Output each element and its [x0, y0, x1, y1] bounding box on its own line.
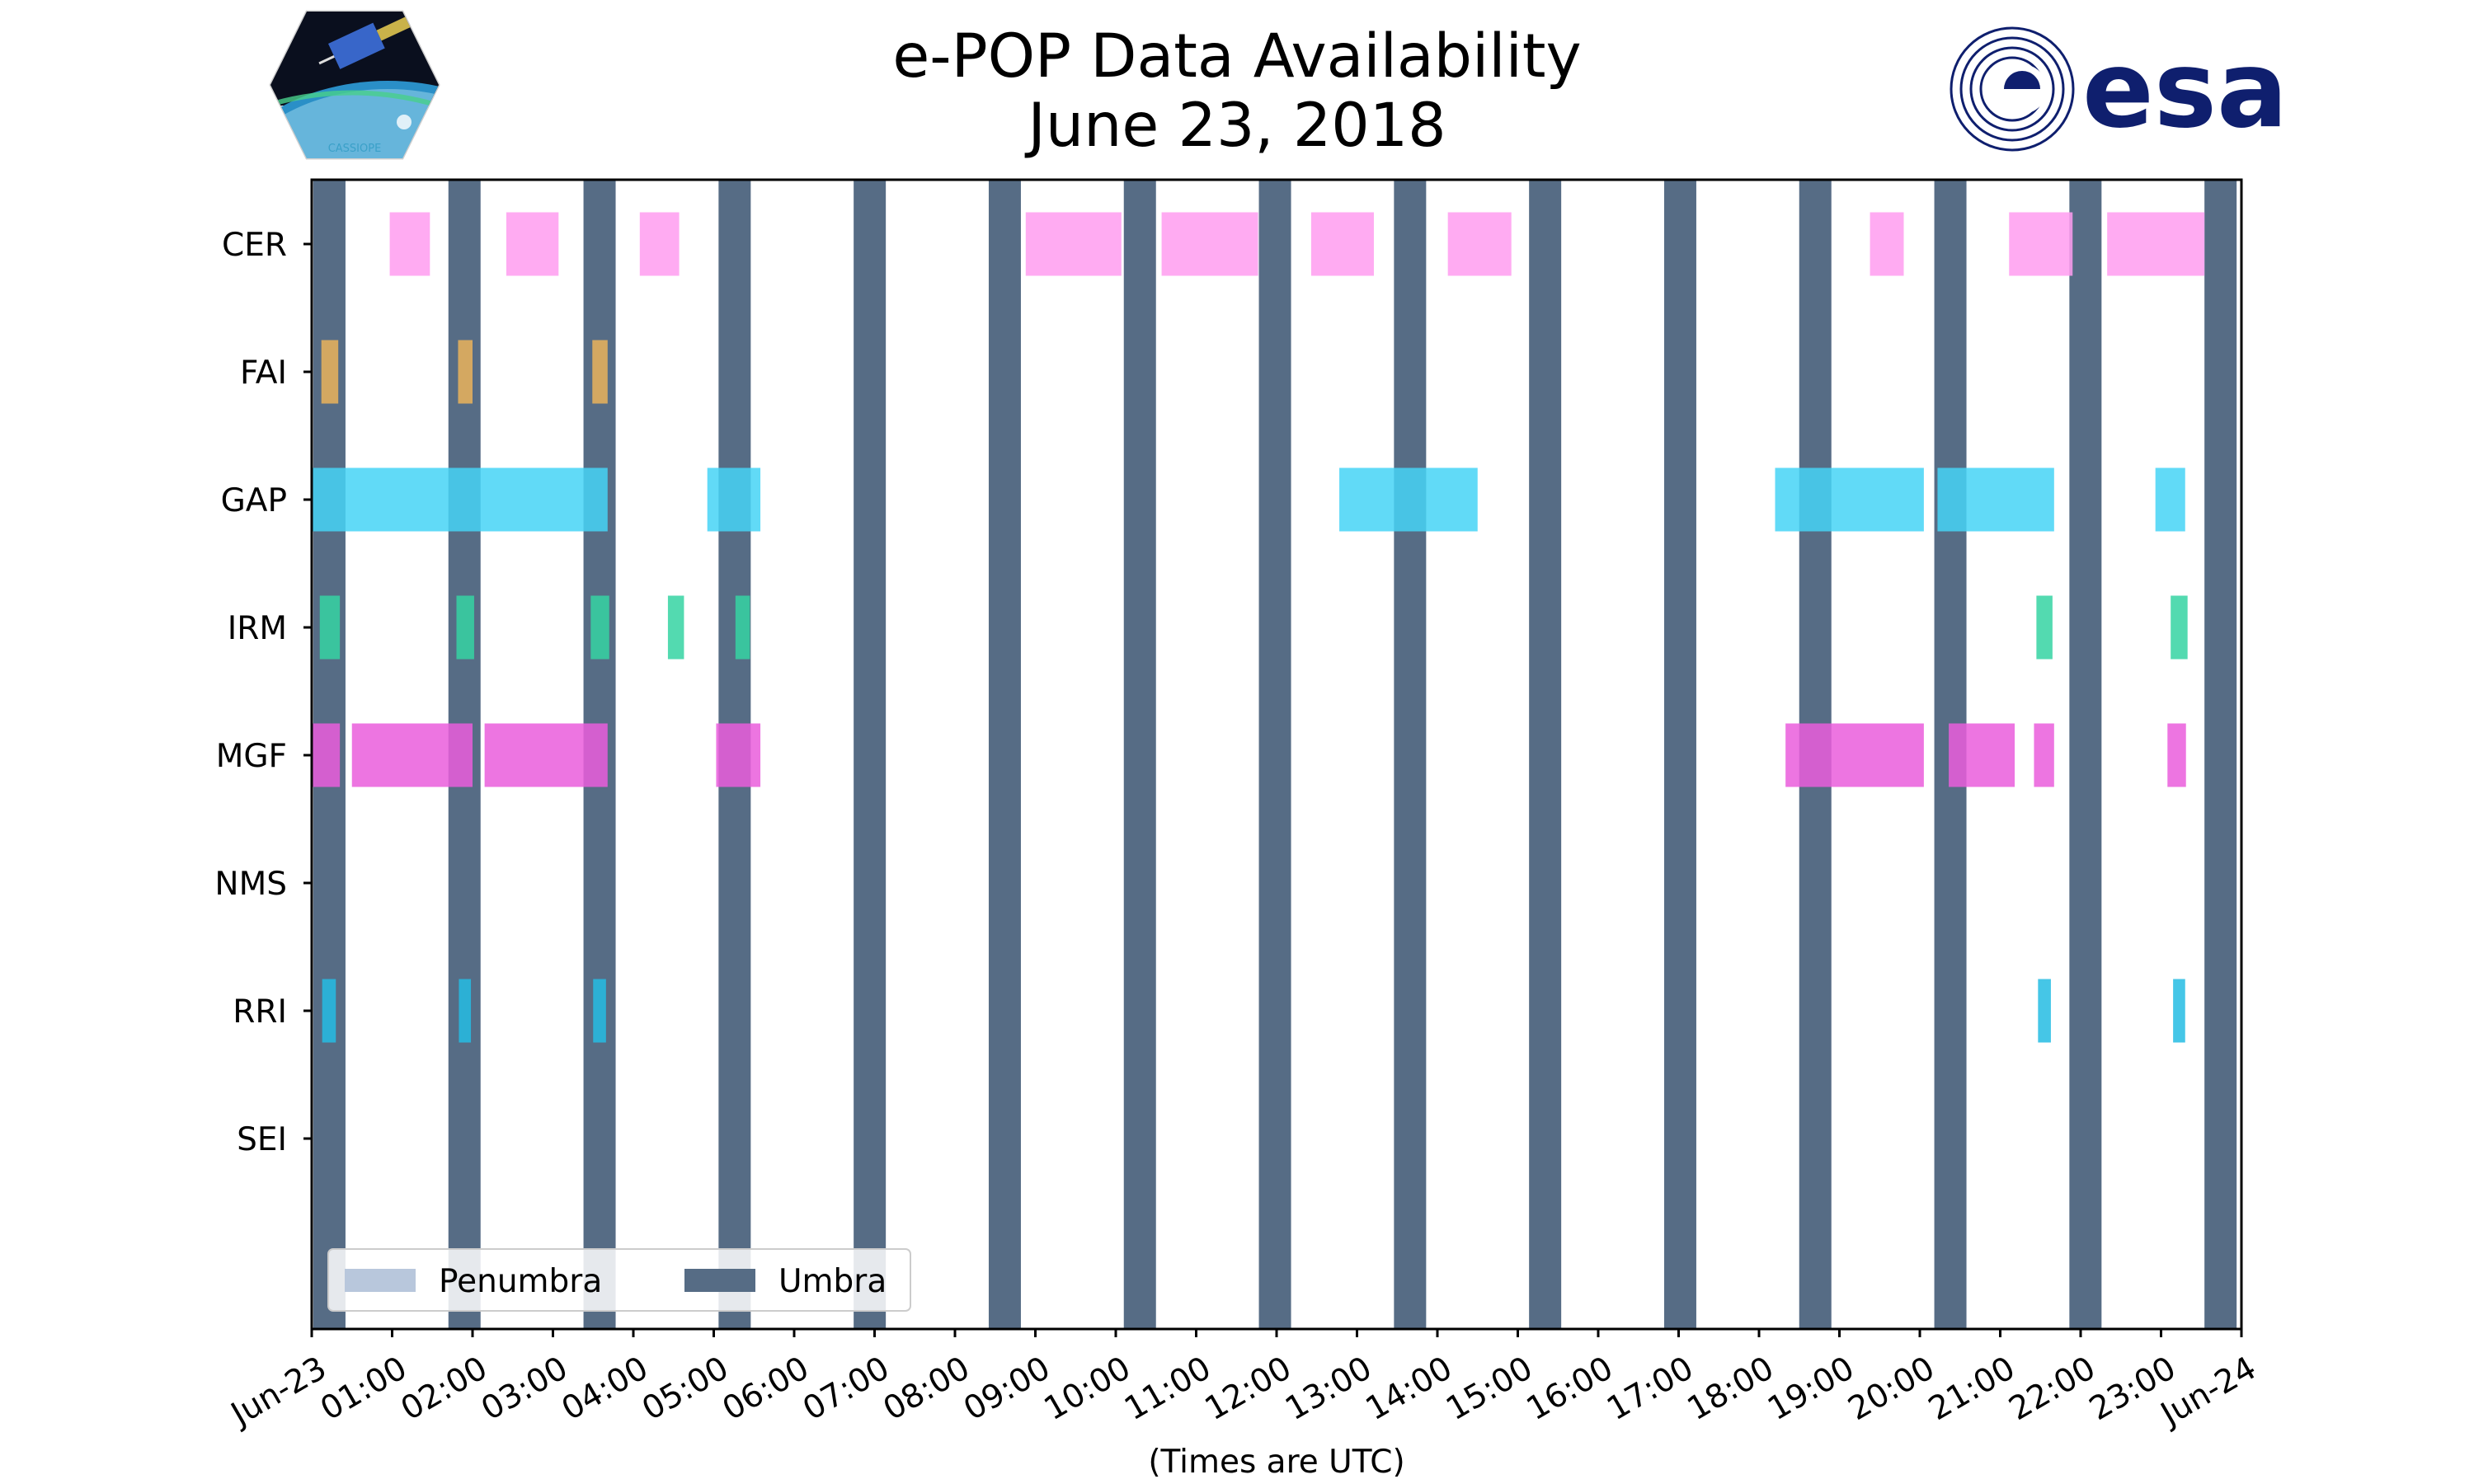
- x-tick-label: 16:00: [1521, 1350, 1620, 1428]
- x-tick-label: 12:00: [1199, 1350, 1298, 1428]
- bar-irm: [2036, 595, 2053, 660]
- x-tick-label: 03:00: [475, 1350, 574, 1428]
- bar-mgf: [312, 723, 341, 787]
- bar-gap: [1775, 467, 1924, 532]
- y-tick-label: SEI: [237, 1121, 287, 1158]
- bar-gap: [1937, 467, 2054, 532]
- chart-title: e-POP Data Availability: [892, 21, 1582, 92]
- bar-mgf: [2167, 723, 2186, 787]
- umbra-band: [1394, 180, 1427, 1329]
- bar-mgf: [716, 723, 761, 787]
- x-tick-label: 10:00: [1038, 1350, 1137, 1428]
- esa-logo-icon: esa: [1950, 26, 2288, 152]
- chart-subtitle: June 23, 2018: [1028, 91, 1446, 161]
- bar-mgf: [2034, 723, 2054, 787]
- x-axis-label: (Times are UTC): [1148, 1444, 1404, 1481]
- umbra-band: [1529, 180, 1562, 1329]
- bar-cer: [1447, 212, 1512, 276]
- legend-swatch-umbra: [684, 1269, 755, 1292]
- y-tick-label: GAP: [221, 482, 287, 519]
- x-tick-label: 18:00: [1681, 1350, 1780, 1428]
- x-tick-label: 02:00: [395, 1350, 494, 1428]
- bar-cer: [1161, 212, 1258, 276]
- y-tick-label: MGF: [216, 738, 287, 775]
- cassiope-logo: CASSIOPE: [264, 7, 445, 167]
- y-tick-label: IRM: [228, 610, 287, 647]
- x-tick-label: 13:00: [1279, 1350, 1378, 1428]
- y-tick-label: FAI: [240, 355, 287, 392]
- umbra-band: [1258, 180, 1291, 1329]
- x-axis: Jun-2301:0002:0003:0004:0005:0006:0007:0…: [223, 1329, 2263, 1435]
- bar-cer: [506, 212, 559, 276]
- x-tick-label: 19:00: [1761, 1350, 1860, 1428]
- bar-mgf: [484, 723, 608, 787]
- bar-gap: [707, 467, 761, 532]
- bar-rri: [459, 979, 472, 1043]
- bar-irm: [735, 595, 750, 660]
- legend-label-penumbra: Penumbra: [439, 1263, 602, 1300]
- bar-fai: [592, 340, 608, 404]
- cassiope-logo-text: CASSIOPE: [328, 143, 382, 155]
- x-tick-label: 05:00: [636, 1350, 735, 1428]
- umbra-band: [1123, 180, 1156, 1329]
- bar-fai: [458, 340, 473, 404]
- bar-mgf: [1949, 723, 2015, 787]
- x-tick-label: 07:00: [797, 1350, 896, 1428]
- bar-irm: [667, 595, 684, 660]
- x-tick-label: 09:00: [957, 1350, 1056, 1428]
- bar-cer: [639, 212, 680, 276]
- bar-irm: [590, 595, 609, 660]
- bar-rri: [2038, 979, 2051, 1043]
- bar-cer: [1025, 212, 1122, 276]
- x-tick-label: 20:00: [1842, 1350, 1941, 1428]
- umbra-band: [2204, 180, 2237, 1329]
- bar-cer: [1310, 212, 1374, 276]
- y-axis: CER FAI GAP IRM MGF NMS RRI SEI: [214, 227, 312, 1158]
- bar-cer: [2107, 212, 2205, 276]
- y-tick-label: CER: [222, 227, 287, 264]
- bar-gap: [312, 467, 608, 532]
- bar-cer: [1870, 212, 1904, 276]
- bar-fai: [321, 340, 339, 404]
- x-tick-label: 15:00: [1440, 1350, 1539, 1428]
- x-tick-label: 01:00: [314, 1350, 413, 1428]
- bar-mgf: [351, 723, 473, 787]
- x-tick-label: 11:00: [1118, 1350, 1217, 1428]
- bar-gap: [2155, 467, 2185, 532]
- umbra-band: [2069, 180, 2102, 1329]
- y-tick-label: NMS: [214, 866, 287, 903]
- bar-cer: [389, 212, 430, 276]
- bar-irm: [2171, 595, 2188, 660]
- bar-rri: [2173, 979, 2185, 1043]
- umbra-band: [988, 180, 1021, 1329]
- esa-logo-text: esa: [2082, 29, 2288, 152]
- x-tick-label: Jun-23: [223, 1350, 333, 1435]
- umbra-band: [854, 180, 887, 1329]
- x-tick-label: 17:00: [1601, 1350, 1700, 1428]
- bar-rri: [322, 979, 336, 1043]
- x-tick-label: 04:00: [556, 1350, 655, 1428]
- bar-mgf: [1785, 723, 1924, 787]
- bar-irm: [319, 595, 341, 660]
- cassiope-mission-logo-icon: CASSIOPE: [269, 10, 440, 160]
- x-tick-label: 22:00: [2003, 1350, 2102, 1428]
- x-tick-label: 14:00: [1360, 1350, 1459, 1428]
- bar-gap: [1339, 467, 1478, 532]
- legend-box: [327, 1248, 911, 1312]
- x-tick-label: 06:00: [717, 1350, 816, 1428]
- legend-swatch-penumbra: [345, 1269, 416, 1292]
- bars-layer: [312, 212, 2205, 1043]
- umbra-band: [1663, 180, 1696, 1329]
- x-tick-label: 21:00: [1922, 1350, 2021, 1428]
- x-tick-label: 08:00: [877, 1350, 976, 1428]
- y-tick-label: RRI: [233, 993, 287, 1031]
- legend-label-umbra: Umbra: [778, 1263, 887, 1300]
- legend: Penumbra Umbra: [327, 1248, 911, 1312]
- bar-irm: [456, 595, 474, 660]
- esa-logo: esa: [1946, 23, 2301, 158]
- bar-rri: [593, 979, 606, 1043]
- bar-cer: [2009, 212, 2073, 276]
